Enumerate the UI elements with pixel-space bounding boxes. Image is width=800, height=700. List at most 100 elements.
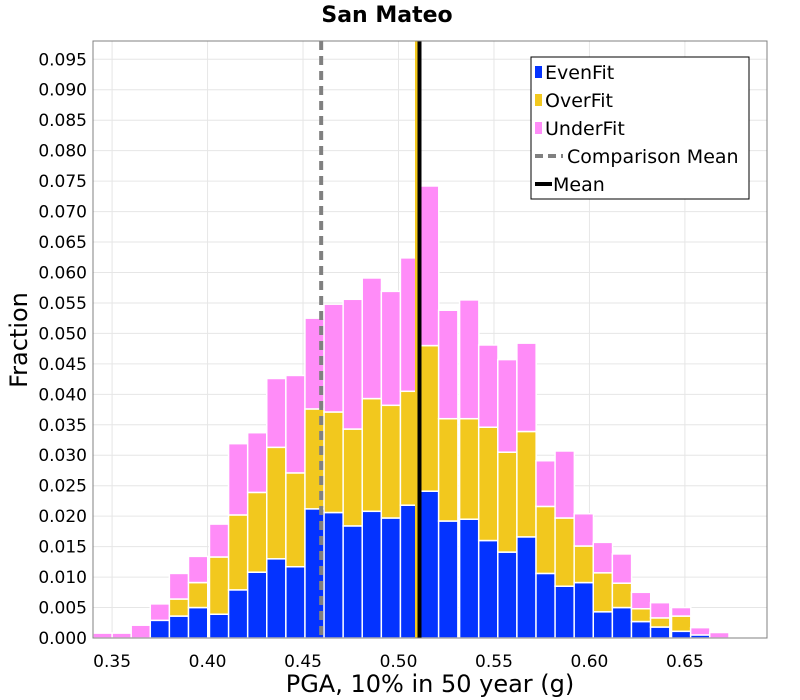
plot-frame bbox=[92, 40, 768, 639]
bar-underfit bbox=[285, 374, 306, 474]
bar-overfit bbox=[187, 581, 209, 609]
bar-overfit bbox=[516, 430, 537, 538]
bar-underfit bbox=[130, 624, 152, 639]
bar-evenfit bbox=[630, 620, 652, 639]
y-tick-label: 0.065 bbox=[38, 233, 87, 253]
bar-underfit bbox=[516, 342, 537, 433]
y-tick-label: 0.020 bbox=[38, 507, 87, 527]
bar-overfit bbox=[535, 505, 557, 575]
bar-evenfit bbox=[554, 585, 576, 639]
bar-underfit bbox=[630, 591, 652, 610]
x-tick-label: 0.55 bbox=[475, 652, 513, 672]
y-axis-ticks: 0.000 0.005 0.010 0.015 0.020 0.025 0.030 0.035… bbox=[38, 50, 87, 649]
bar-underfit bbox=[689, 626, 711, 636]
bar-underfit bbox=[208, 523, 230, 558]
legend-swatch-overfit bbox=[535, 94, 542, 106]
bar-evenfit bbox=[535, 572, 557, 639]
bar-underfit bbox=[246, 431, 268, 494]
bar-evenfit bbox=[285, 565, 306, 639]
x-axis-ticks: 0.35 0.40 0.45 0.50 0.55 0.60 0.65 bbox=[93, 652, 704, 672]
bar-underfit bbox=[111, 632, 133, 639]
y-tick-label: 0.070 bbox=[38, 203, 87, 223]
x-axis-label: PGA, 10% in 50 year (g) bbox=[286, 670, 575, 698]
bar-evenfit bbox=[477, 539, 499, 639]
bar-evenfit bbox=[516, 536, 537, 639]
bar-evenfit bbox=[149, 619, 171, 639]
x-tick-label: 0.40 bbox=[189, 652, 227, 672]
legend-label-underfit: UnderFit bbox=[545, 118, 625, 140]
bar-evenfit bbox=[573, 581, 595, 639]
bar-evenfit bbox=[458, 518, 480, 639]
bar-overfit bbox=[630, 608, 652, 623]
bar-evenfit bbox=[437, 520, 459, 639]
y-tick-label: 0.010 bbox=[38, 568, 87, 588]
y-tick-label: 0.015 bbox=[38, 538, 87, 558]
y-tick-label: 0.080 bbox=[38, 142, 87, 162]
bar-underfit bbox=[323, 303, 345, 413]
bar-overfit bbox=[670, 615, 692, 633]
y-tick-label: 0.025 bbox=[38, 477, 87, 497]
y-tick-label: 0.085 bbox=[38, 111, 87, 131]
bar-underfit bbox=[266, 377, 287, 449]
bar-evenfit bbox=[380, 517, 402, 639]
y-tick-label: 0.005 bbox=[38, 599, 87, 619]
bar-underfit bbox=[342, 298, 364, 430]
x-tick-label: 0.65 bbox=[666, 652, 704, 672]
legend-label-comparison-mean: Comparison Mean bbox=[567, 146, 739, 168]
bar-evenfit bbox=[592, 611, 614, 639]
bar-overfit bbox=[285, 472, 306, 568]
bar-evenfit bbox=[168, 615, 190, 639]
bar-underfit bbox=[554, 450, 576, 519]
bar-overfit bbox=[361, 397, 383, 513]
bar-evenfit bbox=[266, 558, 287, 639]
bar-overfit bbox=[380, 404, 402, 519]
x-tick-label: 0.45 bbox=[284, 652, 322, 672]
chart-title: San Mateo bbox=[321, 3, 452, 28]
bar-underfit bbox=[649, 601, 671, 619]
y-tick-label: 0.090 bbox=[38, 81, 87, 101]
y-tick-label: 0.075 bbox=[38, 172, 87, 192]
bar-underfit bbox=[670, 606, 692, 617]
bar-evenfit bbox=[670, 630, 692, 639]
bar-overfit bbox=[168, 598, 190, 617]
y-tick-label: 0.045 bbox=[38, 355, 87, 375]
bar-evenfit bbox=[418, 490, 440, 639]
y-tick-label: 0.055 bbox=[38, 294, 87, 314]
bar-evenfit bbox=[323, 511, 345, 639]
y-axis-label: Fraction bbox=[5, 292, 33, 388]
bar-evenfit bbox=[187, 606, 209, 639]
bar-underfit bbox=[477, 344, 499, 428]
x-tick-label: 0.60 bbox=[571, 652, 609, 672]
bar-underfit bbox=[418, 185, 440, 347]
bar-underfit bbox=[708, 631, 730, 639]
bar-underfit bbox=[497, 358, 518, 453]
bar-evenfit bbox=[208, 613, 230, 639]
y-tick-label: 0.040 bbox=[38, 385, 87, 405]
bar-evenfit bbox=[649, 626, 671, 639]
y-tick-label: 0.030 bbox=[38, 446, 87, 466]
bar-evenfit bbox=[227, 589, 249, 639]
bar-underfit bbox=[187, 555, 209, 584]
bar-underfit bbox=[437, 309, 459, 420]
bar-evenfit bbox=[611, 606, 633, 639]
bar-evenfit bbox=[361, 510, 383, 639]
x-tick-label: 0.50 bbox=[380, 652, 418, 672]
bar-underfit bbox=[149, 603, 171, 622]
bars bbox=[92, 185, 768, 639]
bar-evenfit bbox=[342, 525, 364, 639]
y-tick-label: 0.000 bbox=[38, 629, 87, 649]
bar-underfit bbox=[573, 512, 595, 547]
bar-overfit bbox=[554, 517, 576, 587]
y-tick-label: 0.060 bbox=[38, 263, 87, 283]
bar-evenfit bbox=[246, 571, 268, 639]
bar-underfit bbox=[458, 299, 480, 420]
y-tick-label: 0.035 bbox=[38, 416, 87, 436]
legend-label-overfit: OverFit bbox=[545, 90, 613, 112]
legend-label-evenfit: EvenFit bbox=[545, 62, 614, 84]
bar-overfit bbox=[477, 426, 499, 542]
bar-underfit bbox=[168, 572, 190, 600]
reference-lines bbox=[319, 41, 422, 638]
bar-overfit bbox=[208, 556, 230, 615]
y-tick-label: 0.095 bbox=[38, 50, 87, 70]
